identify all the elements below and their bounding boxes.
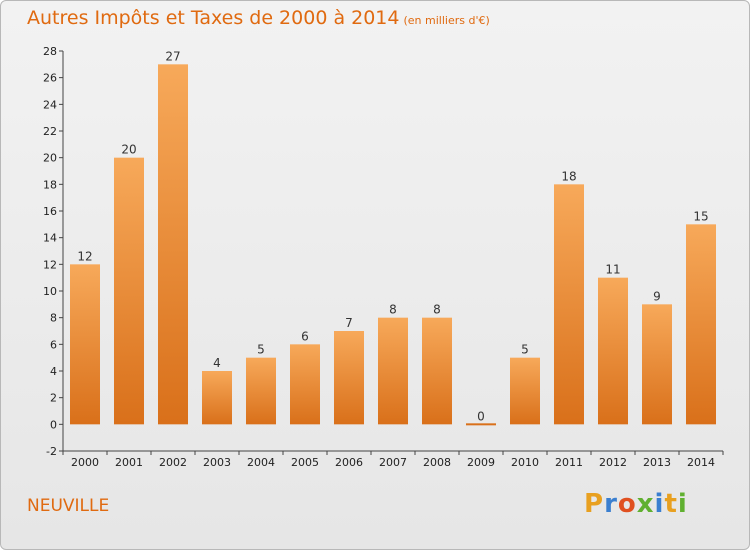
y-tick-label: 28 <box>43 45 57 58</box>
y-tick-label: 6 <box>50 338 57 351</box>
logo-letter: i <box>677 489 688 519</box>
bar-value-label: 15 <box>693 209 708 223</box>
y-tick-label: -2 <box>46 445 57 458</box>
x-tick-label: 2010 <box>511 456 539 469</box>
bar <box>554 184 584 425</box>
bar <box>246 357 276 425</box>
bar-value-label: 4 <box>213 356 221 370</box>
bar <box>378 317 408 425</box>
x-tick-label: 2003 <box>203 456 231 469</box>
chart-title-block: Autres Impôts et Taxes de 2000 à 2014 (en… <box>27 7 490 29</box>
bar <box>422 317 452 425</box>
y-tick-label: 18 <box>43 178 57 191</box>
x-tick-label: 2002 <box>159 456 187 469</box>
y-tick-label: 8 <box>50 312 57 325</box>
y-tick-label: 14 <box>43 232 57 245</box>
bar <box>686 224 716 425</box>
y-tick-label: 20 <box>43 152 57 165</box>
bar <box>202 371 232 425</box>
chart-subtitle: (en milliers d'€) <box>403 14 490 27</box>
bar <box>70 264 100 425</box>
bar-value-label: 7 <box>345 316 353 330</box>
bar <box>334 331 364 425</box>
y-tick-label: 12 <box>43 258 57 271</box>
y-tick-label: 4 <box>50 365 57 378</box>
bar <box>642 304 672 425</box>
bar-value-label: 9 <box>653 289 661 303</box>
bar-value-label: 12 <box>77 249 92 263</box>
x-tick-label: 2011 <box>555 456 583 469</box>
logo-letter: x <box>636 489 655 519</box>
proxiti-logo: Proxiti <box>584 489 688 519</box>
y-tick-label: 16 <box>43 205 57 218</box>
y-tick-label: 26 <box>43 72 57 85</box>
x-tick-label: 2006 <box>335 456 363 469</box>
y-tick-label: 22 <box>43 125 57 138</box>
logo-letter: t <box>664 489 678 519</box>
bar-value-label: 11 <box>605 263 620 277</box>
bar-value-label: 0 <box>477 409 485 423</box>
y-tick-label: 24 <box>43 98 57 111</box>
y-tick-label: 0 <box>50 418 57 431</box>
x-tick-label: 2000 <box>71 456 99 469</box>
x-tick-label: 2009 <box>467 456 495 469</box>
x-tick-label: 2012 <box>599 456 627 469</box>
logo-letter: o <box>617 489 637 519</box>
place-name: NEUVILLE <box>27 496 110 516</box>
logo-letter: P <box>584 489 605 519</box>
x-tick-label: 2014 <box>687 456 715 469</box>
x-tick-label: 2005 <box>291 456 319 469</box>
bar <box>598 277 628 425</box>
bar-value-label: 8 <box>389 303 397 317</box>
bar <box>114 157 144 425</box>
logo-letter: i <box>654 489 665 519</box>
x-tick-label: 2007 <box>379 456 407 469</box>
bar <box>290 344 320 425</box>
x-tick-label: 2004 <box>247 456 275 469</box>
bar <box>466 423 496 426</box>
bar-value-label: 6 <box>301 329 309 343</box>
bar <box>158 64 188 425</box>
bar-value-label: 20 <box>121 143 136 157</box>
bar <box>510 357 540 425</box>
logo-letter: r <box>604 489 618 519</box>
bar-value-label: 18 <box>561 169 576 183</box>
x-tick-label: 2001 <box>115 456 143 469</box>
x-tick-label: 2013 <box>643 456 671 469</box>
bar-value-label: 8 <box>433 303 441 317</box>
chart-title: Autres Impôts et Taxes de 2000 à 2014 <box>27 7 400 29</box>
x-tick-label: 2008 <box>423 456 451 469</box>
y-tick-label: 10 <box>43 285 57 298</box>
bar-value-label: 5 <box>257 343 265 357</box>
bar-value-label: 27 <box>165 49 180 63</box>
bar-value-label: 5 <box>521 343 529 357</box>
y-tick-label: 2 <box>50 392 57 405</box>
